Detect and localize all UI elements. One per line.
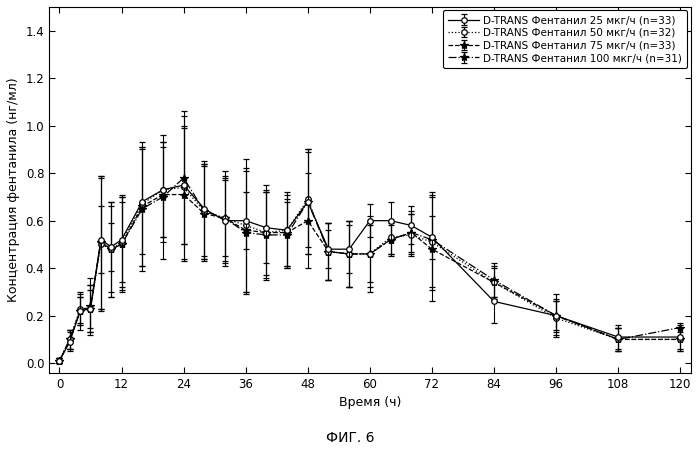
Y-axis label: Концентрация фентанила (нг/мл): Концентрация фентанила (нг/мл) bbox=[7, 78, 20, 302]
X-axis label: Время (ч): Время (ч) bbox=[339, 396, 401, 409]
Text: ФИГ. 6: ФИГ. 6 bbox=[326, 431, 374, 445]
Legend: D-TRANS Фентанил 25 мкг/ч (n=33), D-TRANS Фентанил 50 мкг/ч (n=32), D-TRANS Фент: D-TRANS Фентанил 25 мкг/ч (n=33), D-TRAN… bbox=[443, 10, 687, 68]
